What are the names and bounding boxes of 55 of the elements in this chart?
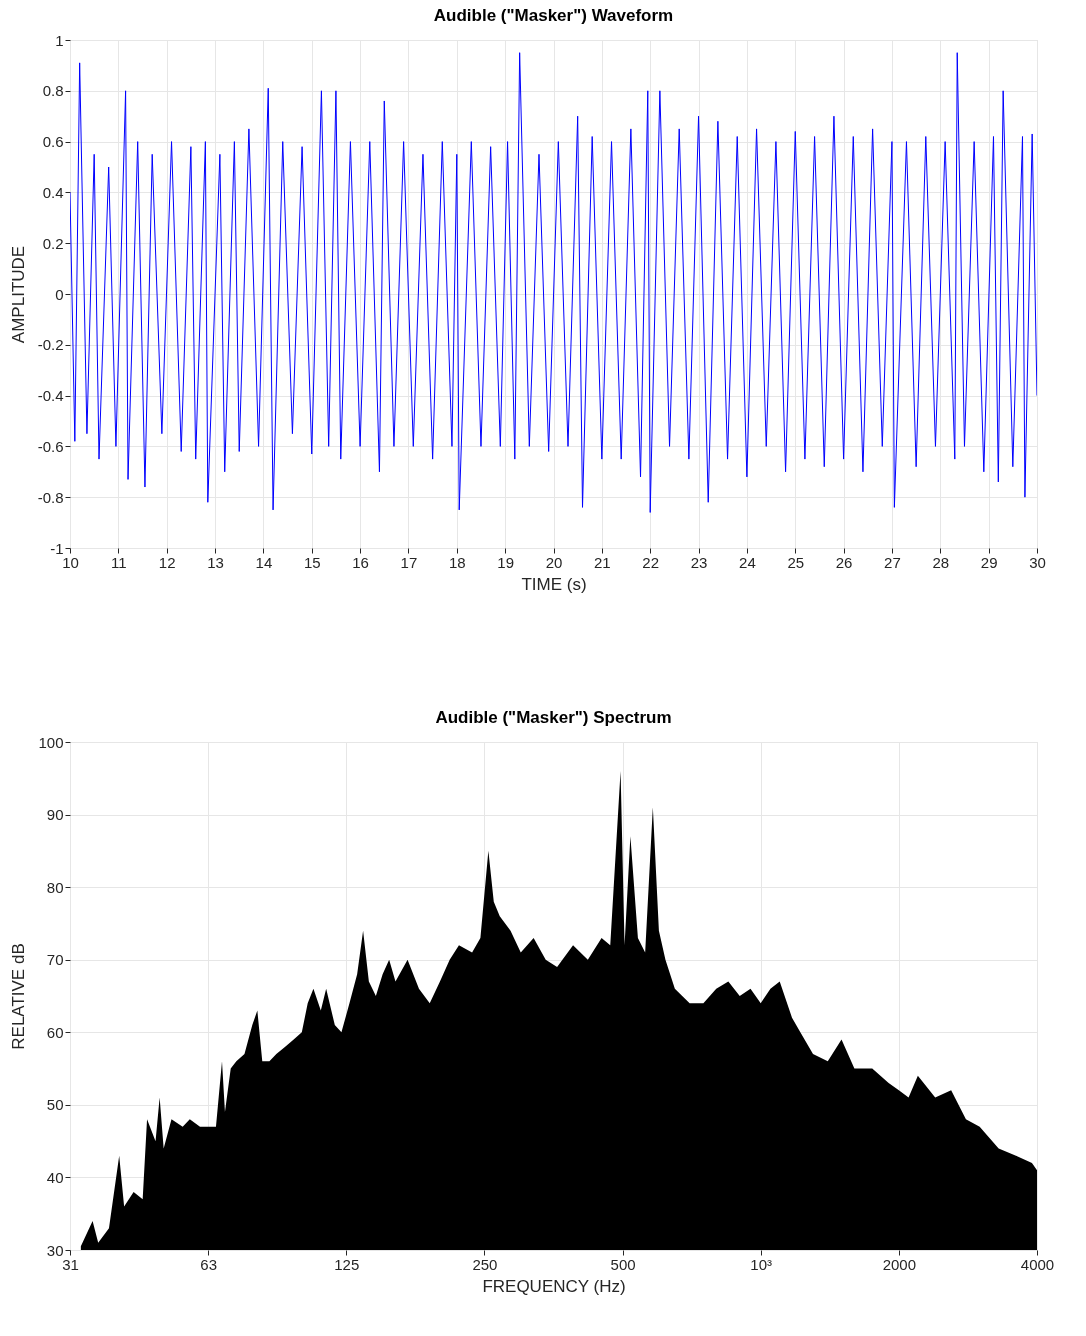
y-axis-title: RELATIVE dB (9, 943, 29, 1050)
y-tick-label: 0.8 (42, 82, 64, 100)
chart-title: Audible ("Masker") Waveform (433, 6, 674, 25)
y-tick-label: 70 (46, 951, 64, 969)
x-tick-label: 18 (448, 553, 466, 571)
y-tick-label: -0.2 (37, 336, 64, 354)
y-tick-label: 0.2 (42, 234, 64, 252)
x-tick-label: 14 (255, 553, 273, 571)
x-tick-label: 11 (111, 553, 127, 571)
x-axis-title: FREQUENCY (Hz) (482, 1276, 626, 1296)
y-tick-label: 40 (46, 1168, 64, 1186)
y-tick-label: 30 (46, 1241, 64, 1259)
x-tick-label: 30 (1029, 553, 1046, 571)
x-tick-label: 27 (884, 553, 901, 571)
x-tick-label: 29 (980, 553, 998, 571)
y-tick-label: 0.4 (42, 183, 64, 201)
y-tick-label: -0.8 (37, 488, 64, 506)
x-tick-label: 63 (200, 1255, 217, 1273)
y-tick-label: 50 (46, 1096, 64, 1114)
x-tick-label: 2000 (882, 1255, 917, 1273)
x-tick-label: 10³ (750, 1255, 773, 1273)
y-tick-label: 90 (46, 806, 64, 824)
x-tick-label: 28 (932, 553, 950, 571)
line-series (70, 52, 1037, 513)
x-tick-label: 25 (787, 553, 805, 571)
x-tick-label: 24 (739, 553, 756, 571)
y-tick-label: 60 (46, 1023, 64, 1041)
y-tick-label: 1 (55, 31, 64, 49)
x-tick-label: 23 (690, 553, 708, 571)
x-axis-title: TIME (s) (521, 574, 587, 594)
y-axis-title: AMPLITUDE (8, 245, 28, 344)
x-tick-label: 26 (835, 553, 853, 571)
x-tick-label: 125 (334, 1255, 360, 1273)
x-tick-label: 10 (62, 553, 79, 571)
x-tick-label: 250 (472, 1255, 498, 1273)
x-tick-label: 15 (303, 553, 321, 571)
x-tick-label: 500 (610, 1255, 636, 1273)
x-tick-label: 19 (497, 553, 514, 571)
y-tick-label: 0 (55, 285, 64, 303)
x-tick-label: 12 (158, 553, 176, 571)
x-tick-label: 21 (594, 553, 611, 571)
x-tick-label: 16 (352, 553, 369, 571)
x-tick-label: 13 (207, 553, 224, 571)
x-tick-label: 17 (400, 553, 418, 571)
x-tick-label: 4000 (1020, 1255, 1055, 1273)
y-tick-label: 100 (38, 733, 64, 751)
chart-title: Audible ("Masker") Spectrum (435, 708, 672, 727)
y-tick-label: 80 (46, 878, 64, 896)
x-tick-label: 22 (642, 553, 660, 571)
y-tick-label: -0.4 (37, 387, 64, 405)
y-tick-label: -0.6 (37, 437, 64, 455)
x-tick-label: 31 (62, 1255, 79, 1273)
y-tick-label: -1 (50, 539, 64, 557)
y-tick-label: 0.6 (42, 133, 64, 151)
x-tick-label: 20 (545, 553, 563, 571)
